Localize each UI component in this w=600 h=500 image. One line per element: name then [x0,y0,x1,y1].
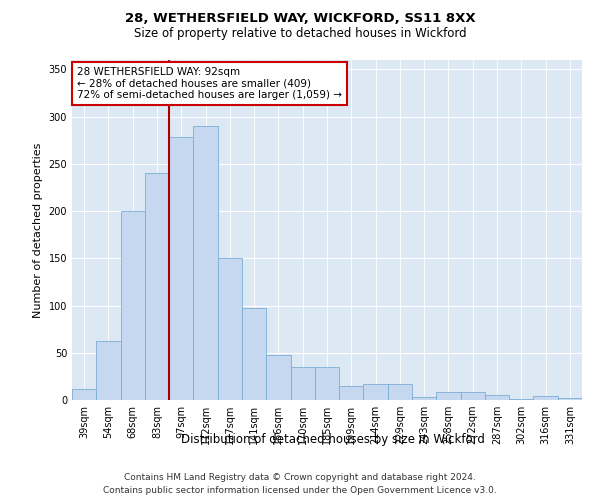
Bar [96,340,121,400]
Text: Contains public sector information licensed under the Open Government Licence v3: Contains public sector information licen… [103,486,497,495]
Text: 28 WETHERSFIELD WAY: 92sqm
← 28% of detached houses are smaller (409)
72% of sem: 28 WETHERSFIELD WAY: 92sqm ← 28% of deta… [77,67,342,100]
Bar [121,211,145,400]
Bar [412,397,436,400]
Bar [339,386,364,400]
Bar [193,126,218,400]
Bar [364,384,388,400]
Bar [533,396,558,400]
Text: Size of property relative to detached houses in Wickford: Size of property relative to detached ho… [134,28,466,40]
Bar [461,392,485,400]
Bar [485,396,509,400]
Bar [72,388,96,400]
Bar [558,398,582,400]
Bar [315,367,339,400]
Bar [218,258,242,400]
Bar [436,392,461,400]
Y-axis label: Number of detached properties: Number of detached properties [33,142,43,318]
Text: Contains HM Land Registry data © Crown copyright and database right 2024.: Contains HM Land Registry data © Crown c… [124,472,476,482]
Bar [145,174,169,400]
Bar [242,308,266,400]
Text: Distribution of detached houses by size in Wickford: Distribution of detached houses by size … [181,432,485,446]
Bar [388,384,412,400]
Bar [169,138,193,400]
Bar [290,367,315,400]
Bar [509,399,533,400]
Text: 28, WETHERSFIELD WAY, WICKFORD, SS11 8XX: 28, WETHERSFIELD WAY, WICKFORD, SS11 8XX [125,12,475,26]
Bar [266,354,290,400]
